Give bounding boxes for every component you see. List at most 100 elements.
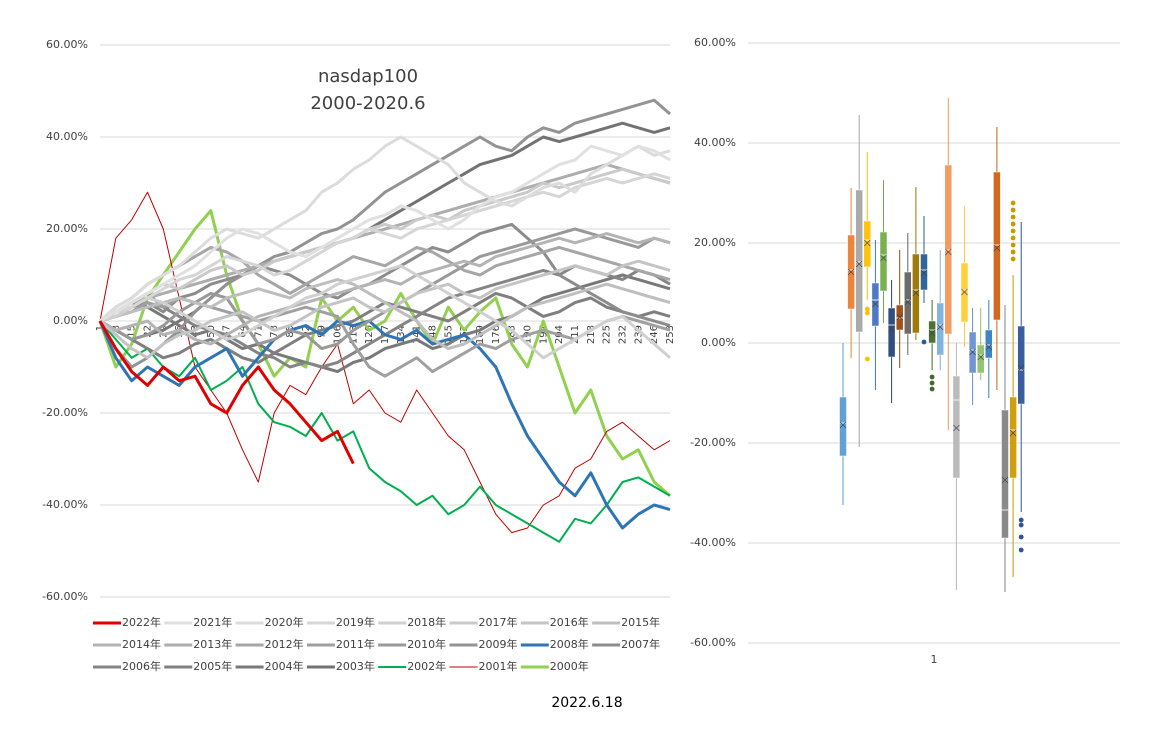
legend-label: 2010年 [407,637,446,651]
legend-label: 2009年 [479,637,518,651]
box [879,231,888,292]
mean-marker [912,289,920,297]
outlier [1010,214,1016,220]
legend-label: 2005年 [193,659,232,673]
y-tick-label: -60.00% [690,636,736,649]
series-line [99,232,671,346]
outlier [1010,256,1016,262]
box [912,253,920,334]
box [920,253,928,291]
box [839,396,847,457]
legend-label: 2019年 [336,615,375,629]
x-tick-label: 106 [333,325,344,344]
outlier [1018,517,1024,523]
mean-marker [839,421,847,429]
box [887,307,896,358]
box [976,344,985,374]
x-tick-label: 148 [428,325,439,344]
legend-label: 2014年 [122,637,161,651]
box [895,304,904,331]
mean-marker [904,298,912,306]
outlier [1010,242,1016,248]
x-tick-label: 197 [538,325,549,344]
outlier [921,339,927,345]
box [985,329,993,359]
series-line [99,259,671,360]
outlier [1010,221,1016,227]
x-tick-label: 211 [570,325,581,344]
mean-marker [945,248,952,256]
x-tick-label: 176 [491,325,502,344]
legend-label: 2011年 [336,637,375,651]
footnote: 2022.6.18 [551,695,622,711]
x-tick-label: 1 [95,325,106,331]
box [952,375,961,479]
series-line [99,144,671,323]
outlier [1018,534,1024,540]
legend-label: 2008年 [550,637,589,651]
legend-label: 2017年 [479,615,518,629]
x-tick-label: 8 [111,325,122,331]
box [960,262,969,323]
mean-marker [969,348,976,356]
x-tick-label: 64 [238,325,249,338]
mean-marker [847,268,855,276]
outlier [1010,200,1016,206]
outlier [1018,522,1024,528]
x-tick-label: 134 [396,325,407,344]
series-line [99,273,671,374]
x-tick-label: 15 [127,325,138,338]
outlier [1010,228,1016,234]
box [1001,409,1009,539]
mean-marker [953,424,960,432]
box [993,171,1001,321]
legend-label: 2006年 [122,659,161,673]
mean-marker [1001,476,1009,484]
x-tick-label: 22 [143,325,154,338]
box [904,271,912,335]
x-tick-label: 71 [253,325,264,338]
outlier [1010,207,1016,213]
y-tick-label: 20.00% [694,236,736,249]
x-tick-label: 232 [618,325,629,344]
outlier [864,310,870,316]
chart-title: nasdap100 [318,66,418,87]
series-line [99,245,671,323]
outlier [1010,249,1016,255]
y-tick-label: -20.00% [42,406,88,419]
series-line [98,319,671,530]
mean-marker [855,260,863,268]
mean-marker [1009,429,1017,437]
legend-label: 2007年 [621,637,660,651]
x-tick-label: 239 [633,325,644,344]
series-line [99,264,671,360]
chart-subtitle: 2000-2020.6 [310,93,425,114]
mean-marker [872,300,879,308]
y-tick-label: 40.00% [694,136,736,149]
outlier [864,356,870,362]
box [928,320,936,344]
legend-label: 2018年 [407,615,446,629]
box [855,189,863,333]
outlier [929,380,935,386]
mean-marker [880,254,887,262]
box [936,302,944,356]
x-tick-label: 253 [665,325,676,344]
legend-label: 2013年 [193,637,232,651]
outlier [929,386,935,392]
series-line [99,320,671,543]
box [1009,396,1017,479]
y-tick-label: -40.00% [42,498,88,511]
x-tick-label: 57 [222,325,233,338]
mean-marker [936,323,944,331]
x-tick-label: 92 [301,325,312,338]
x-tick-label: 218 [586,325,597,344]
series-line [99,222,671,328]
box [871,282,880,327]
mean-marker [920,269,928,277]
y-tick-label: -40.00% [690,536,736,549]
mean-marker [977,353,984,361]
x-tick-label: 246 [649,325,660,344]
x-tick-label: 141 [412,325,423,344]
